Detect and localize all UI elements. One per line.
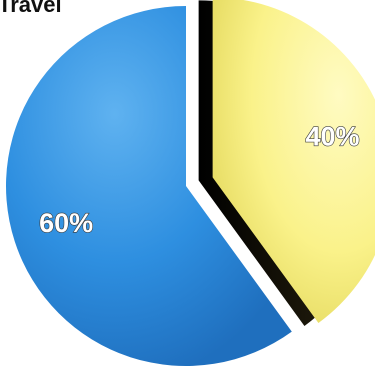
pie-slice-label-1: 40% [305,122,359,152]
pie-slice-0 [5,6,292,366]
pie-slice-label-0: 60% [39,208,93,238]
pie-slice-1 [212,0,375,323]
chart-title: Travel [0,0,62,17]
